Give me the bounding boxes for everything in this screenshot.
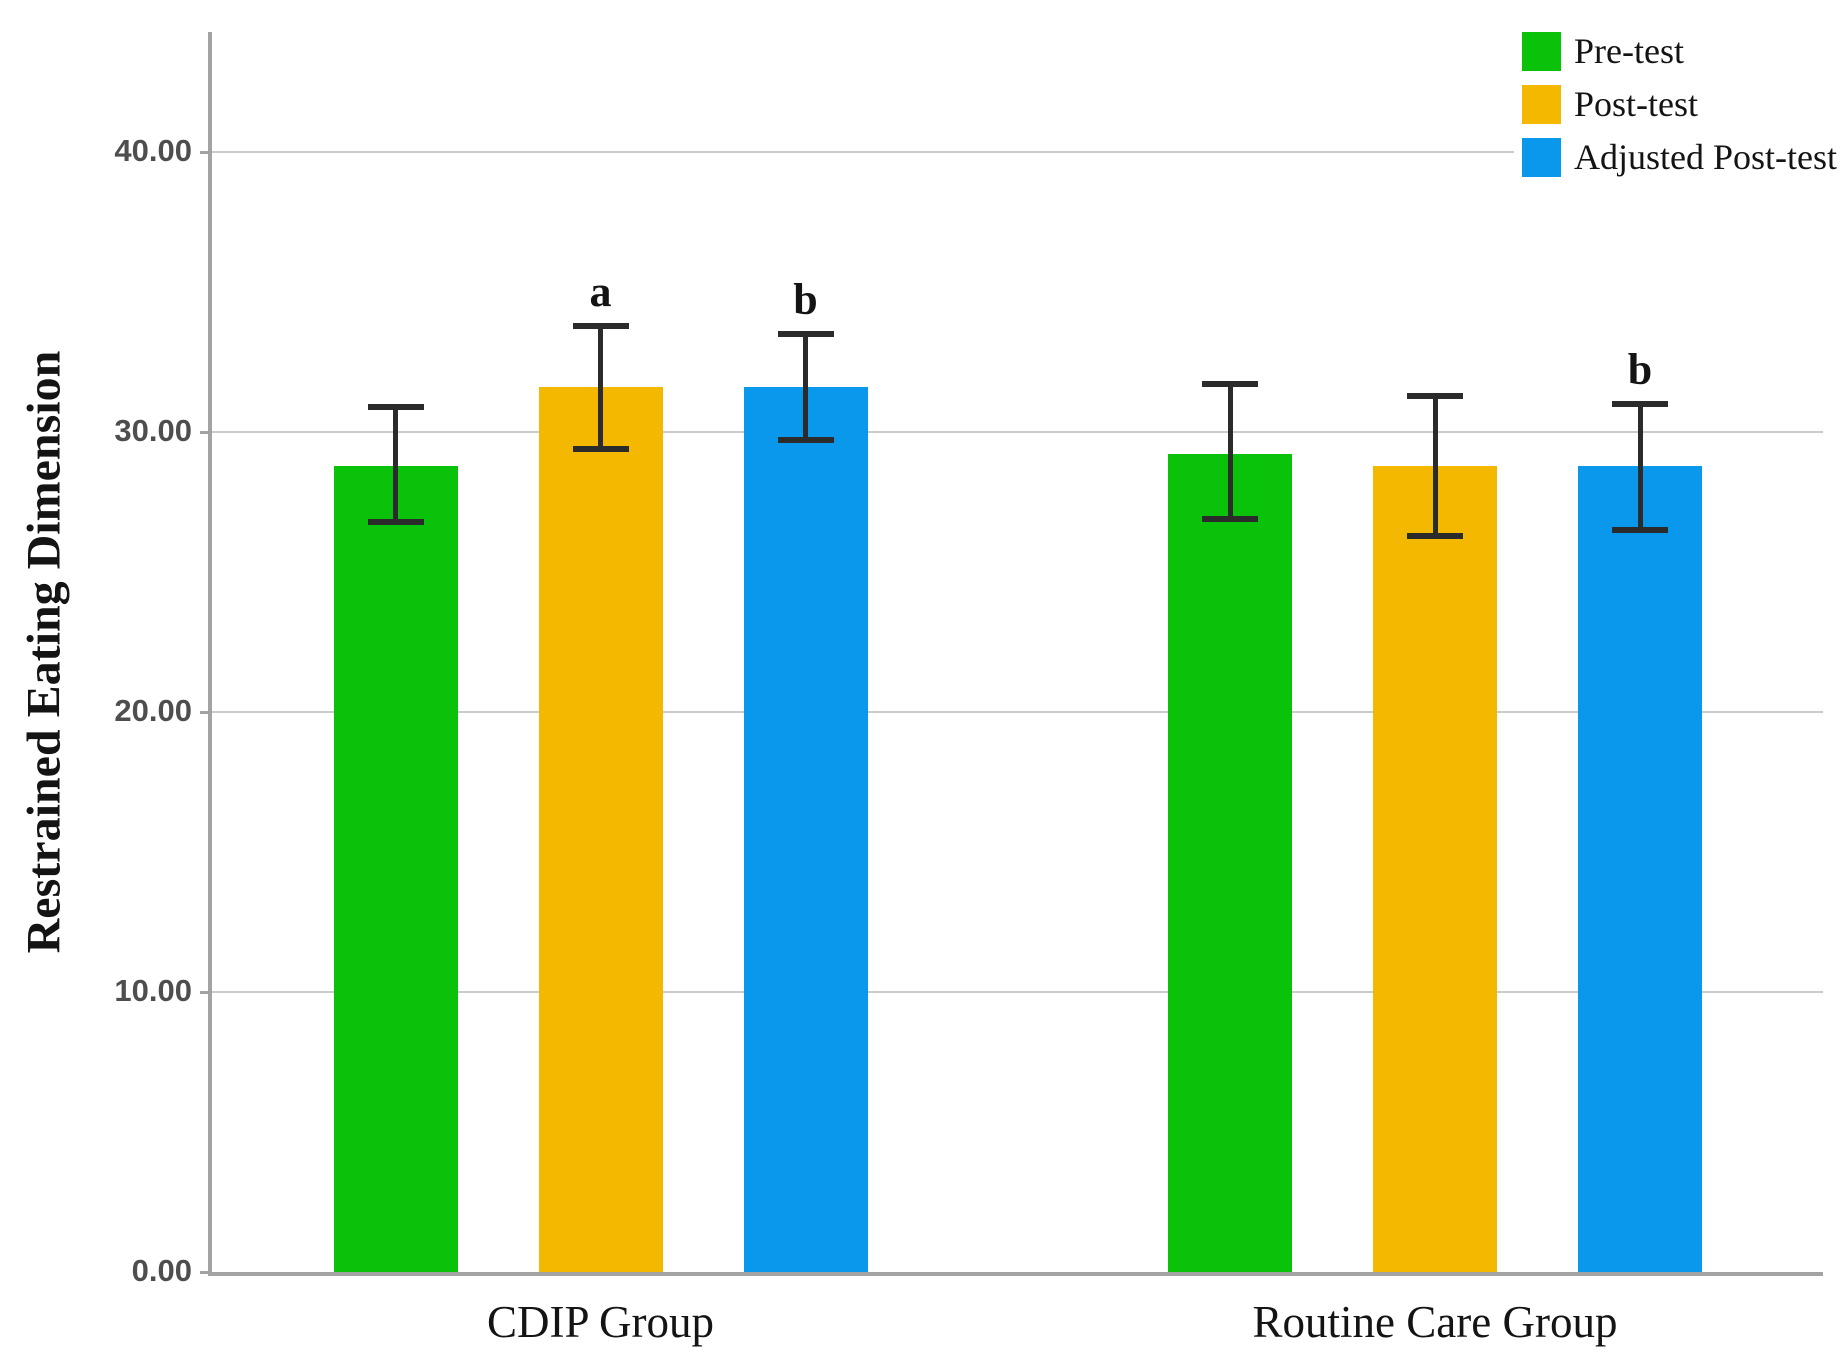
error-bar-stem [803,331,808,444]
bar-post-test-cdip-group [538,387,663,1272]
gridline-10 [212,991,1823,993]
x-category-label-cdip-group: CDIP Group [486,1297,715,1347]
gridline-40 [212,151,1823,153]
legend-swatch-pre-test [1521,31,1561,71]
legend-label: Adjusted Post-test [1573,137,1837,177]
error-bar-stem [1227,381,1233,522]
y-tick-label: 30.00 [114,413,192,448]
error-bar-adjusted-post-test-routine-care-group [1612,401,1668,533]
y-tick-label: 10.00 [114,973,192,1008]
x-axis-line [208,1272,1823,1276]
error-bar-stem [598,322,603,452]
error-bar-pre-test-cdip-group [367,403,424,525]
y-tick-10 [200,991,212,994]
legend-item-adjusted-post-test: Adjusted Post-test [1521,136,1837,178]
y-tick-0 [200,1271,212,1274]
gridline-20 [212,711,1823,713]
error-bar-post-test-cdip-group [572,322,629,452]
legend: Pre-test Post-test Adjusted Post-test [1513,30,1837,178]
error-bar-adjusted-post-test-cdip-group [777,331,834,444]
plot-area: a b b [212,32,1823,1272]
significance-letter-b: b [793,275,818,324]
gridline-30 [212,431,1823,433]
significance-letter-a: a [589,266,612,316]
legend-label: Post-test [1573,84,1698,124]
y-tick-20 [200,711,212,714]
error-bar-stem [393,403,398,525]
significance-letter-b: b [1627,345,1653,394]
y-tick-label: 0.00 [131,1253,192,1288]
legend-item-pre-test: Pre-test [1521,30,1837,72]
bar-adjusted-post-test-cdip-group [743,387,868,1272]
error-bar-pre-test-routine-care-group [1202,381,1258,522]
y-axis-line [208,32,212,1276]
error-bar-stem [1637,401,1643,533]
bar-post-test-routine-care-group [1373,465,1497,1272]
legend-swatch-post-test [1521,84,1561,124]
bar-adjusted-post-test-routine-care-group [1578,465,1702,1272]
y-tick-30 [200,431,212,434]
legend-item-post-test: Post-test [1521,83,1837,125]
error-bar-stem [1432,392,1438,539]
y-tick-40 [200,151,212,154]
legend-label: Pre-test [1573,31,1684,71]
legend-swatch-adjusted-post-test [1521,137,1561,177]
bar-pre-test-routine-care-group [1168,454,1292,1272]
bar-pre-test-cdip-group [333,465,458,1272]
y-tick-label: 20.00 [114,693,192,728]
error-bar-post-test-routine-care-group [1407,392,1463,539]
y-tick-label: 40.00 [114,133,192,168]
x-category-label-routine-care-group: Routine Care Group [1252,1297,1618,1347]
